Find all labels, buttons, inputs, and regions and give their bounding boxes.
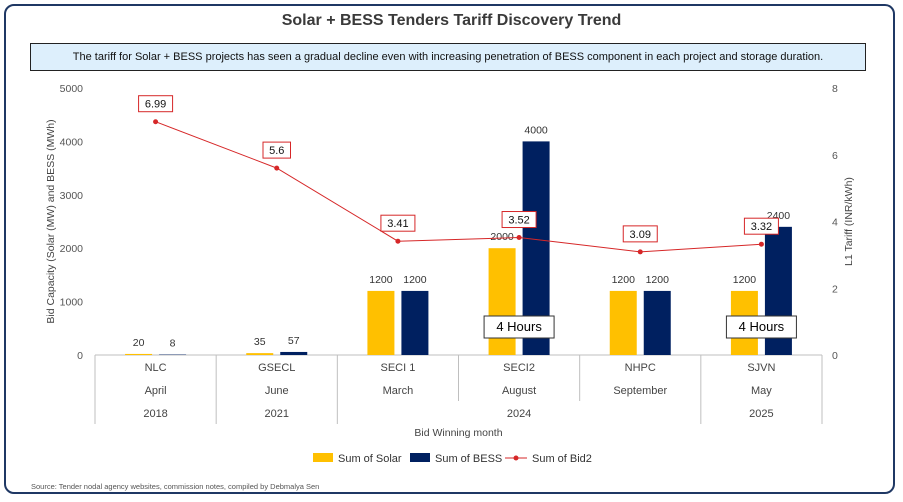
y2-tick-label: 0: [832, 350, 838, 362]
data-label-bid: 3.32: [751, 221, 772, 233]
point-bid: [395, 238, 401, 244]
bar-solar: [125, 353, 153, 355]
data-label-bess: 4000: [524, 124, 548, 136]
y2-tick-label: 8: [832, 83, 838, 95]
data-label-bid-box: [501, 211, 537, 229]
data-label-solar: 2000: [490, 231, 514, 243]
data-label-solar: 20: [133, 337, 145, 349]
data-label-bess: 1200: [646, 274, 670, 286]
data-label-bid-box: [380, 214, 416, 232]
y-tick-label: 2000: [60, 243, 84, 255]
bar-bess: [401, 290, 429, 355]
category-label: SECI2: [503, 362, 535, 374]
y-tick-label: 1000: [60, 297, 84, 309]
y2-tick-label: 6: [832, 150, 838, 162]
data-label-bid-box: [138, 95, 174, 113]
insight-banner: The tariff for Solar + BESS projects has…: [30, 43, 866, 71]
category-label: SJVN: [747, 362, 775, 374]
data-label-bess: 1200: [403, 274, 427, 286]
data-label-bid: 3.52: [508, 215, 529, 227]
data-label-bess: 8: [170, 338, 176, 350]
month-label: August: [502, 385, 536, 397]
data-label-bid: 6.99: [145, 99, 166, 111]
legend-label-solar: Sum of Solar: [338, 453, 402, 465]
category-label: NHPC: [625, 362, 656, 374]
point-bid: [274, 165, 280, 171]
source-note: Source: Tender nodal agency websites, co…: [31, 482, 320, 491]
data-label-bid: 3.09: [630, 229, 651, 241]
annotation-text: 4 Hours: [496, 319, 542, 334]
point-bid: [516, 235, 522, 241]
category-label: SECI 1: [380, 362, 415, 374]
legend-swatch-solar: [313, 453, 333, 462]
y-tick-label: 4000: [60, 136, 84, 148]
year-label: 2025: [749, 408, 773, 420]
y-tick-label: 0: [77, 350, 83, 362]
category-label: GSECL: [258, 362, 295, 374]
data-label-bid-box: [262, 141, 291, 159]
y2-axis-title: L1 Tariff (INR/kWh): [843, 177, 855, 266]
y2-tick-label: 4: [832, 217, 838, 229]
legend-label-bid: Sum of Bid2: [532, 453, 592, 465]
legend-label-bess: Sum of BESS: [435, 453, 502, 465]
line-bid: [155, 121, 762, 253]
annotation-box: [483, 315, 555, 339]
y-tick-label: 5000: [60, 83, 84, 95]
legend-swatch-bess: [410, 453, 430, 462]
data-label-bid: 5.6: [269, 145, 284, 157]
annotation-text: 4 Hours: [739, 319, 785, 334]
bar-bess: [643, 290, 671, 355]
data-label-bess: 57: [288, 335, 300, 347]
year-label: 2024: [507, 408, 531, 420]
month-label: June: [265, 385, 289, 397]
bar-solar: [609, 290, 637, 355]
data-label-bid-box: [622, 225, 658, 243]
data-label-bid: 3.41: [387, 218, 408, 230]
year-label: 2018: [143, 408, 167, 420]
point-bid: [637, 249, 643, 255]
month-label: March: [383, 385, 414, 397]
chart-title: Solar + BESS Tenders Tariff Discovery Tr…: [281, 12, 622, 29]
month-label: May: [751, 385, 772, 397]
month-label: April: [145, 385, 167, 397]
bar-solar: [246, 353, 274, 355]
chart-frame: [4, 4, 895, 494]
x-axis-title: Bid Winning month: [414, 427, 502, 439]
data-label-solar: 35: [254, 336, 266, 348]
data-label-solar: 1200: [733, 274, 757, 286]
year-label: 2021: [265, 408, 289, 420]
y2-tick-label: 2: [832, 283, 838, 295]
bar-solar: [488, 248, 516, 355]
point-bid: [758, 241, 764, 247]
annotation-box: [725, 315, 797, 339]
y-tick-label: 3000: [60, 190, 84, 202]
legend-marker-bid: [513, 455, 519, 461]
bar-bess: [280, 351, 308, 355]
data-label-solar: 1200: [612, 274, 636, 286]
bar-solar: [367, 290, 395, 355]
month-label: September: [613, 385, 667, 397]
data-label-solar: 1200: [369, 274, 393, 286]
y-axis-title: Bid Capacity (Solar (MW) and BESS (MWh): [45, 119, 57, 323]
data-label-bid-box: [743, 217, 779, 235]
point-bid: [153, 119, 159, 125]
category-label: NLC: [145, 362, 167, 374]
